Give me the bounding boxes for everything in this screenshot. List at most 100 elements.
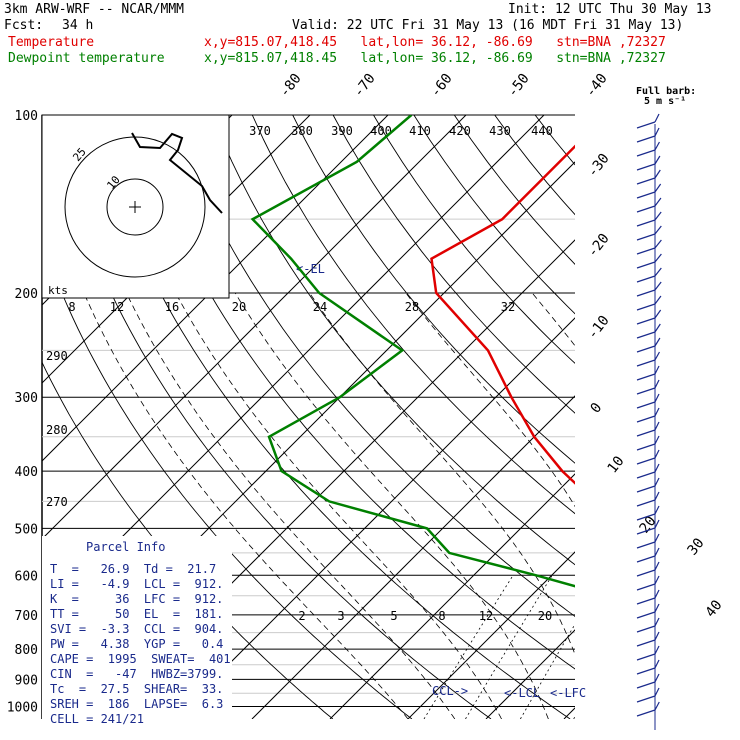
wind-barb [636, 485, 656, 493]
wind-barb [636, 653, 656, 661]
wind-barb [636, 205, 656, 213]
mixing-ratio-20 [685, 575, 740, 719]
wind-barb-flag [654, 659, 660, 669]
wind-barb-flag [654, 365, 660, 375]
wind-barb [636, 667, 656, 675]
dry-adiabat-390 [534, 115, 575, 166]
wind-barb [636, 359, 656, 367]
parcel-row: T = 26.9 Td = 21.7 [50, 562, 217, 576]
wind-barb [636, 681, 656, 689]
isotherm-label--80: -80 [277, 71, 305, 101]
barb-legend-title: Full barb: [636, 86, 696, 97]
parcel-row: LI = -4.9 LCL = 912. [50, 577, 224, 591]
barb-legend-units: 5 m s⁻¹ [644, 96, 686, 107]
wind-barb [636, 499, 656, 507]
wind-barb [636, 471, 656, 479]
isotherm-label--10: -10 [585, 313, 613, 343]
forecast-label: Fcst: [4, 18, 44, 33]
dry-adiabat-320 [251, 115, 575, 515]
parcel-row: K = 36 LFC = 912. [50, 592, 224, 606]
pressure-label-200: 200 [15, 287, 38, 302]
dry-adiabat-270 [49, 115, 492, 719]
wind-barb-flag [654, 421, 660, 431]
thetae-label-32: 32 [501, 300, 515, 314]
thetae-label-28: 28 [405, 300, 419, 314]
wind-barb-flag [654, 519, 660, 529]
theta-label-430: 430 [489, 124, 511, 138]
isotherm-label-30: 30 [685, 535, 708, 558]
wind-barb-flag [654, 183, 662, 193]
moist-adiabat-8 [234, 292, 549, 719]
mixing-ratio-label-8: 8 [438, 609, 445, 623]
init-time: Init: 12 UTC Thu 30 May 13 [508, 2, 712, 17]
wind-barb-flag [654, 449, 660, 459]
wind-barb [636, 513, 656, 521]
wind-barb-flag [654, 239, 662, 249]
theta-label-390: 390 [331, 124, 353, 138]
parcel-info-title: Parcel Info [86, 540, 166, 554]
wind-barb-flag [654, 225, 662, 235]
dry-adiabat-370 [453, 115, 575, 265]
wind-barb-flag [654, 211, 662, 221]
wind-barb [636, 275, 656, 283]
isotherm-label--20: -20 [585, 231, 613, 261]
wind-barb-flag [654, 393, 660, 403]
wind-barb [636, 345, 656, 353]
wind-barb [636, 219, 656, 227]
moist-adiabat-2 [175, 292, 502, 719]
wind-barb [636, 415, 656, 423]
wind-barb [636, 527, 656, 535]
isotherm-label--40: -40 [583, 71, 611, 101]
dewpoint-location: x,y=815.07,418.45 lat,lon= 36.12, -86.69… [204, 51, 666, 66]
wind-barb [636, 163, 656, 171]
dewpoint-legend: Dewpoint temperature [8, 51, 165, 66]
wind-barb [636, 191, 656, 199]
mixing-ratio-label-2: 2 [298, 609, 305, 623]
wind-barb [636, 583, 656, 591]
isotherm--40 [173, 317, 575, 719]
wind-barb [636, 261, 656, 269]
wind-barb-flag [654, 505, 660, 515]
wind-barb [636, 709, 656, 717]
wind-barb [636, 387, 656, 395]
isotherm-label-40: 40 [703, 597, 726, 620]
mixing-ratio-label-5: 5 [390, 609, 397, 623]
wind-barb-flag [654, 673, 660, 683]
wind-barb [636, 177, 656, 185]
isotherm--10 [407, 551, 575, 719]
mixing-ratio-label-20: 20 [538, 609, 552, 623]
wind-barb-flag [654, 463, 660, 473]
wind-barb [636, 625, 656, 633]
mixing-ratio-12 [622, 575, 699, 719]
wind-barb [636, 457, 656, 465]
pressure-label-800: 800 [15, 643, 38, 658]
mixing-ratio-label-3: 3 [337, 609, 344, 623]
mixing-ratio-lines [423, 575, 740, 719]
isotherm-label--70: -70 [351, 71, 379, 101]
hodograph-trace [131, 132, 223, 214]
moist-adiabat-32 [684, 293, 740, 719]
temperature-location: x,y=815.07,418.45 lat,lon= 36.12, -86.69… [204, 35, 666, 50]
wind-barb-flag [654, 127, 660, 137]
moist-adiabat--4 [126, 292, 456, 719]
wind-barb [636, 401, 656, 409]
thetae-label-8: 8 [68, 300, 75, 314]
isotherm--20 [329, 473, 575, 719]
parcel-row: SREH = 186 LAPSE= 6.3 [50, 697, 224, 711]
wind-barb-flag [654, 561, 660, 571]
theta-left-label-280: 280 [46, 423, 68, 437]
parcel-row: CIN = -47 HWBZ=3799. [50, 667, 224, 681]
dry-adiabat-430 [697, 115, 740, 719]
theta-label-370: 370 [249, 124, 271, 138]
dry-adiabat-360 [413, 115, 575, 315]
temperature-legend: Temperature [8, 35, 95, 50]
dewpoint-line [250, 115, 575, 588]
isotherm--90 [42, 115, 389, 462]
isotherm-30 [720, 115, 740, 719]
temperature-line [430, 144, 575, 485]
theta-label-420: 420 [449, 124, 471, 138]
wind-barb [636, 555, 656, 563]
wind-barbs: Full barb:5 m s⁻¹ [636, 86, 696, 730]
